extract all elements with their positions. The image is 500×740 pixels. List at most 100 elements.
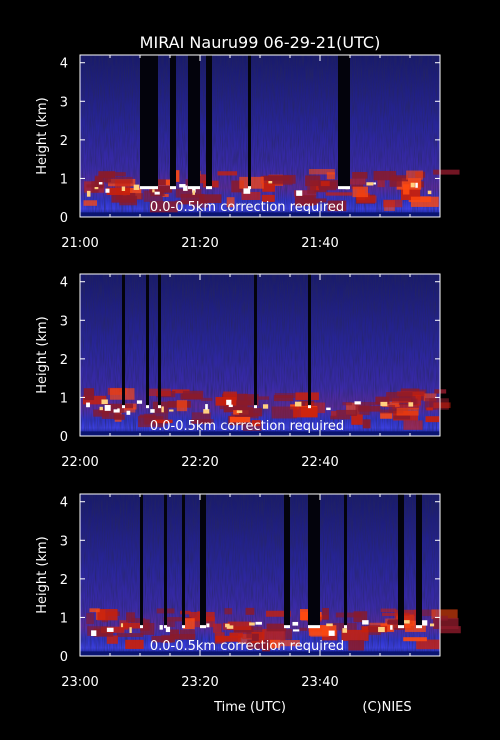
strong-echo [101, 399, 108, 405]
signal-blocked-column [344, 494, 347, 628]
strong-echo [99, 406, 103, 411]
cloud-echo [424, 398, 437, 410]
strong-echo [328, 630, 335, 636]
signal-blocked-column [182, 494, 185, 628]
cloud-echo [200, 397, 213, 402]
cloud-echo [433, 169, 460, 175]
signal-blocked-column [158, 274, 161, 408]
cloud-echo [217, 171, 238, 176]
y-tick-label: 3 [60, 95, 68, 110]
cloud-echo [274, 393, 296, 398]
signal-blocked-column [140, 55, 158, 189]
cloud-echo [106, 635, 118, 644]
strong-echo [129, 627, 132, 633]
cloud-echo [247, 639, 274, 649]
strong-echo [366, 182, 374, 186]
x-tick-label: 23:40 [301, 675, 338, 690]
strong-echo [192, 187, 196, 193]
strong-echo [86, 190, 91, 197]
strong-echo [354, 401, 361, 405]
y-tick-label: 0 [60, 430, 68, 445]
strong-echo [243, 188, 251, 194]
cloud-echo [191, 199, 209, 208]
strong-echo [262, 404, 269, 409]
cloud-echo [403, 637, 427, 642]
panel-1: 0 1 2 3 4 21:00 21:20 21:40 Height (km) 0.0-0.5km… [35, 54, 460, 251]
cloud-base-echo [170, 186, 176, 190]
cloud-echo [119, 620, 129, 630]
cloud-echo [176, 400, 188, 412]
cloud-echo [105, 403, 134, 409]
cloud-base-echo [164, 625, 167, 629]
cloud-base-echo [284, 625, 290, 629]
cloud-base-echo [140, 186, 158, 190]
x-tick-label: 21:00 [61, 236, 98, 251]
strong-echo [159, 625, 163, 630]
cloud-echo [406, 170, 423, 180]
x-tick-label: 23:20 [181, 675, 218, 690]
strong-echo [206, 623, 210, 628]
cloud-echo [215, 635, 241, 642]
signal-blocked-column [308, 274, 311, 408]
cloud-echo [403, 420, 423, 430]
y-tick-label: 1 [60, 172, 68, 187]
strong-echo [86, 402, 90, 408]
cloud-echo [245, 607, 255, 615]
cloud-echo [93, 409, 109, 417]
cloud-echo [101, 409, 121, 419]
cloud-echo [151, 635, 176, 643]
cloud-echo [393, 415, 411, 420]
cloud-echo [143, 190, 163, 202]
y-tick-label: 2 [60, 353, 68, 368]
cloud-echo [353, 402, 381, 406]
cloud-echo [223, 400, 248, 413]
cloud-echo [175, 188, 202, 198]
cloud-echo [105, 172, 126, 177]
strong-echo [179, 184, 186, 188]
cloud-echo [431, 609, 458, 620]
signal-blocked-column [338, 55, 350, 189]
cloud-echo [190, 419, 214, 424]
cloud-base-echo [308, 405, 311, 409]
cloud-echo [351, 414, 363, 425]
cloud-echo [231, 180, 245, 193]
cloud-echo [299, 627, 308, 631]
correction-annotation: 0.0-0.5km correction required [150, 419, 344, 434]
cloud-echo [140, 623, 155, 635]
cloud-echo [266, 623, 287, 632]
cloud-echo [122, 622, 148, 629]
signal-blocked-column [248, 55, 251, 189]
strong-echo [228, 404, 233, 408]
strong-echo [429, 623, 435, 627]
cloud-echo [144, 413, 169, 425]
strong-echo [203, 409, 210, 414]
strong-echo [296, 190, 303, 196]
cloud-echo [327, 200, 347, 212]
y-axis-label: Height (km) [35, 316, 50, 393]
cloud-echo [241, 191, 261, 201]
cloud-echo [331, 623, 357, 631]
signal-blocked-column [206, 55, 212, 189]
cloud-echo [262, 639, 270, 652]
cloud-echo [166, 620, 175, 627]
cloud-echo [358, 406, 381, 412]
cloud-echo [379, 409, 404, 414]
cloud-base-echo [140, 625, 143, 629]
strong-echo [378, 626, 385, 633]
strong-echo [126, 410, 131, 415]
cloud-echo [191, 174, 213, 184]
signal-blocked-column [170, 55, 176, 189]
cloud-echo [322, 607, 329, 620]
cloud-base-echo [308, 625, 320, 629]
cloud-echo [229, 416, 251, 423]
y-tick-label: 2 [60, 573, 68, 588]
strong-echo [390, 625, 393, 630]
cloud-base-echo [398, 625, 404, 629]
cloud-echo [113, 414, 125, 420]
cloud-echo [83, 200, 97, 206]
cloud-echo [87, 626, 108, 636]
cloud-echo [239, 408, 263, 417]
cloud-echo [373, 170, 397, 181]
strong-echo [268, 181, 273, 184]
